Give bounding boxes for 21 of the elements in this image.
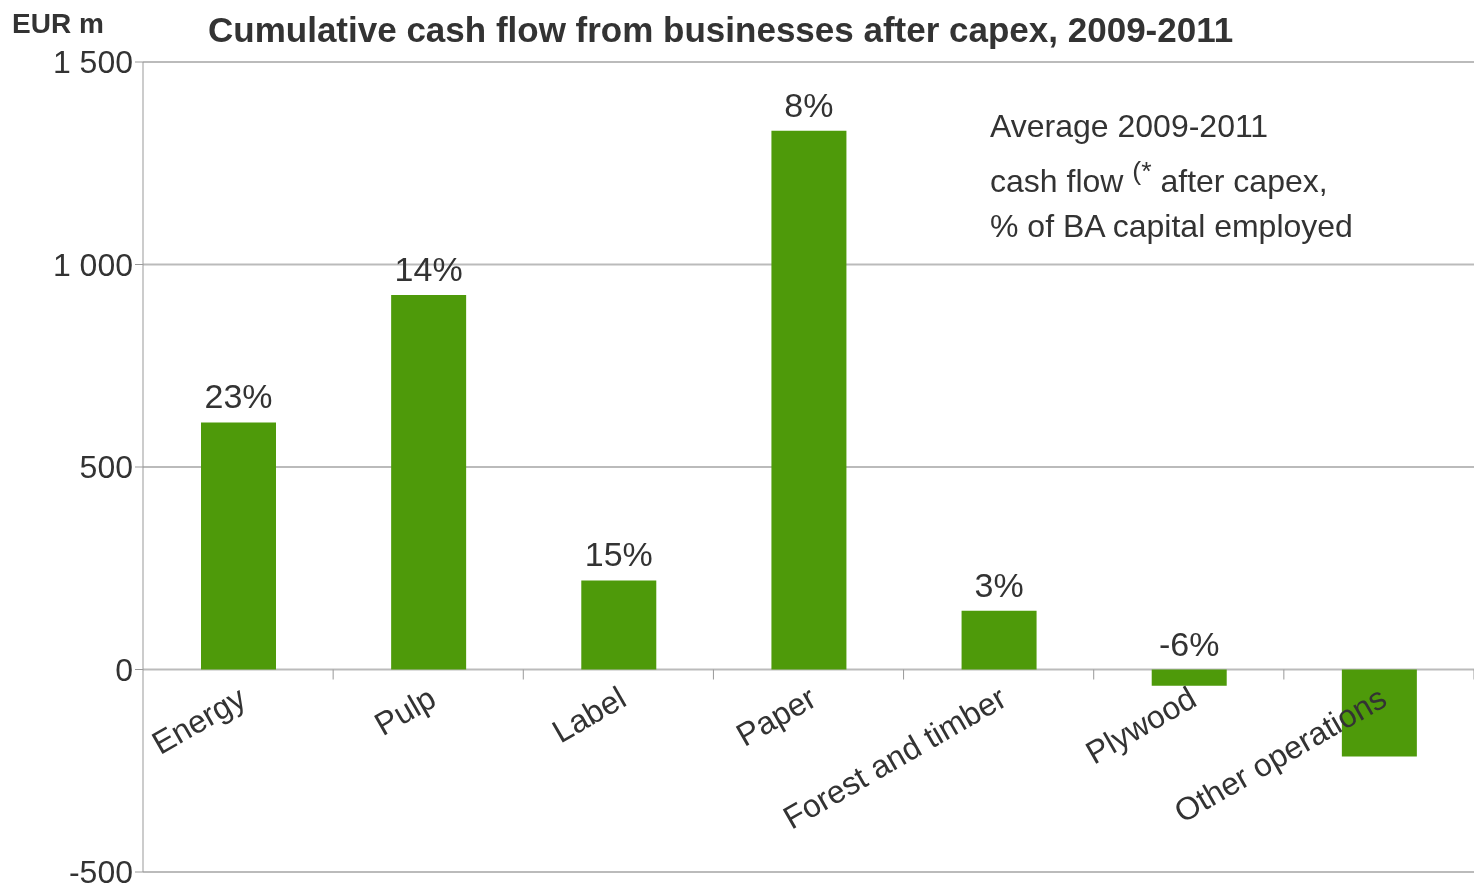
annotation: 8% [784, 85, 834, 124]
chart-title: Cumulative cash flow from businesses after capex, 2009-2011 [208, 10, 1234, 50]
annotation: 15% [584, 535, 653, 574]
y-tick-label: 1 500 [52, 44, 133, 81]
bar [391, 294, 467, 670]
annotation: 23% [204, 377, 273, 416]
x-tick-label: Pulp [368, 679, 442, 743]
bar [1151, 669, 1227, 686]
bar [201, 422, 276, 670]
bar [961, 610, 1037, 670]
y-tick-label: 1 000 [52, 246, 133, 283]
y-tick-label: 0 [115, 651, 133, 688]
annotation: Average 2009-2011 cash flow $^{(*}$ after capex, % of BA capital employed [990, 104, 1353, 249]
bar [581, 580, 657, 670]
annotation: 3% [974, 565, 1024, 604]
annotation: -6% [1158, 624, 1220, 663]
y-tick-label: -500 [68, 854, 133, 891]
y-axis-title: EUR m [12, 8, 104, 40]
y-tick-label: 500 [79, 449, 133, 486]
annotation: 14% [394, 249, 463, 288]
bar [771, 130, 847, 670]
